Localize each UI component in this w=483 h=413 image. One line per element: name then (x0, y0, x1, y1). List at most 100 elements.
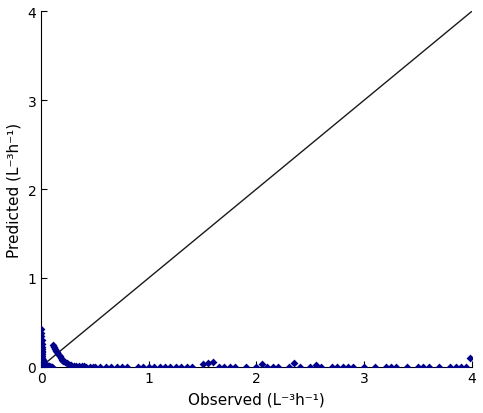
Point (37, 362, 45, 369)
Point (113, 363, 120, 370)
Point (59, 358, 67, 365)
Point (37, 359, 45, 366)
Point (263, 363, 271, 370)
Point (145, 363, 153, 370)
Point (41, 361, 48, 368)
Point (274, 363, 282, 370)
Point (37, 346, 45, 352)
Point (161, 363, 169, 370)
Point (37, 362, 45, 369)
Point (306, 363, 314, 370)
Point (37, 363, 45, 369)
Point (41, 362, 48, 368)
Point (436, 363, 443, 370)
Point (68, 362, 75, 369)
Point (425, 363, 432, 370)
Point (48, 363, 56, 370)
Point (446, 363, 454, 370)
Point (37, 363, 45, 369)
Point (44, 363, 52, 370)
Point (452, 363, 459, 370)
Point (37, 326, 45, 333)
Point (37, 359, 45, 366)
Point (39, 349, 46, 356)
Point (382, 363, 389, 370)
Point (55, 351, 62, 358)
Point (37, 351, 45, 358)
Point (43, 363, 51, 370)
Y-axis label: Predicted (L⁻³h⁻¹): Predicted (L⁻³h⁻¹) (7, 122, 22, 257)
Point (40, 360, 47, 366)
Point (37, 362, 45, 368)
Point (37, 357, 45, 364)
Point (39, 356, 46, 362)
Point (47, 363, 55, 370)
Point (199, 361, 207, 368)
Point (204, 360, 212, 366)
Point (419, 363, 427, 370)
Point (393, 363, 400, 370)
Point (414, 363, 422, 370)
Point (44, 363, 52, 370)
Point (215, 363, 223, 370)
Point (156, 363, 163, 370)
Point (37, 356, 45, 363)
Point (58, 356, 66, 363)
Point (183, 363, 190, 370)
Point (349, 363, 357, 370)
Point (38, 341, 46, 348)
Point (39, 347, 46, 354)
Point (37, 362, 45, 368)
Point (290, 360, 298, 366)
Point (37, 339, 45, 346)
Point (48, 363, 56, 370)
Point (360, 363, 368, 370)
Point (134, 363, 142, 370)
Point (37, 356, 45, 362)
Point (37, 344, 45, 351)
Point (39, 356, 46, 363)
Point (37, 341, 45, 348)
Point (45, 363, 53, 370)
Point (49, 342, 57, 349)
Point (37, 360, 45, 366)
Point (37, 361, 45, 368)
Point (45, 363, 53, 370)
Point (39, 355, 46, 361)
Point (86, 363, 94, 370)
Point (41, 362, 49, 369)
Point (83, 363, 90, 370)
Point (312, 362, 320, 368)
Point (72, 363, 80, 369)
X-axis label: Observed (L⁻³h⁻¹): Observed (L⁻³h⁻¹) (188, 391, 325, 406)
Point (48, 363, 56, 370)
Point (37, 330, 45, 337)
Point (210, 359, 217, 366)
Point (37, 358, 45, 365)
Point (97, 363, 104, 370)
Point (54, 349, 61, 356)
Point (339, 363, 346, 370)
Point (37, 353, 45, 359)
Point (50, 344, 58, 351)
Point (457, 363, 465, 370)
Point (37, 363, 45, 370)
Point (39, 357, 47, 364)
Point (37, 358, 45, 365)
Point (91, 363, 99, 370)
Point (53, 347, 60, 354)
Point (67, 362, 74, 368)
Point (37, 354, 45, 360)
Point (150, 363, 158, 370)
Point (37, 363, 45, 370)
Point (258, 361, 266, 368)
Point (40, 361, 48, 367)
Point (188, 363, 196, 370)
Point (269, 363, 276, 370)
Point (328, 363, 336, 370)
Point (37, 347, 45, 354)
Point (63, 360, 71, 366)
Point (403, 363, 411, 370)
Point (37, 361, 45, 368)
Point (40, 361, 48, 368)
